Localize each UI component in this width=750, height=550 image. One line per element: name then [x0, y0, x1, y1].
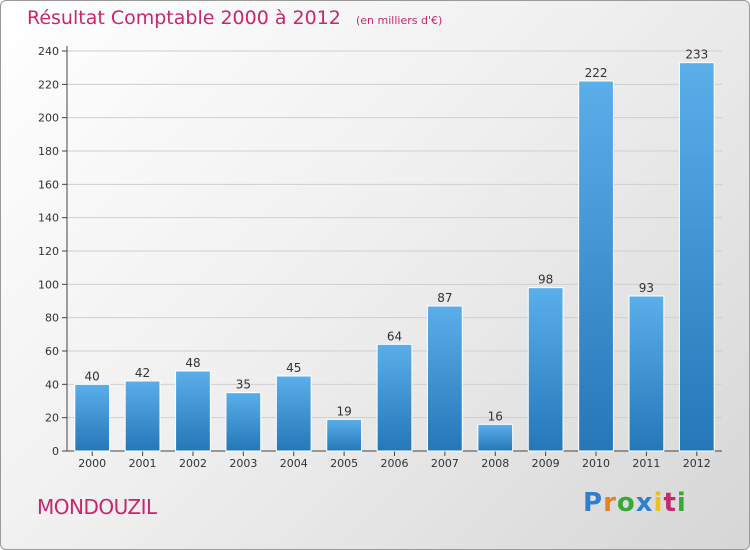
x-tick-label: 2004 [280, 457, 308, 470]
y-tick-label: 100 [38, 278, 59, 291]
bar [275, 375, 312, 452]
y-tick-label: 220 [38, 78, 59, 91]
data-label: 87 [437, 291, 452, 305]
chart-title: Résultat Comptable 2000 à 2012 (en milli… [27, 7, 442, 29]
y-tick-label: 80 [45, 312, 59, 325]
x-tick-label: 2005 [330, 457, 358, 470]
x-tick-label: 2008 [481, 457, 509, 470]
data-label: 45 [286, 361, 301, 375]
y-tick-label: 0 [52, 445, 59, 458]
data-label: 42 [135, 366, 150, 380]
y-tick-label: 160 [38, 178, 59, 191]
x-tick-label: 2011 [632, 457, 660, 470]
logo-letter: P [583, 488, 604, 518]
x-tick-label: 2000 [78, 457, 106, 470]
commune-name: MONDOUZIL [37, 495, 157, 519]
data-label: 19 [336, 404, 351, 418]
data-label: 35 [236, 378, 251, 392]
data-label: 64 [387, 329, 402, 343]
y-tick-label: 180 [38, 145, 59, 158]
y-tick-label: 120 [38, 245, 59, 258]
data-label: 48 [185, 356, 200, 370]
unit-note: (en milliers d'€) [355, 14, 443, 27]
bar [477, 423, 514, 452]
bar [527, 287, 564, 452]
x-tick-label: 2010 [582, 457, 610, 470]
y-tick-label: 20 [45, 412, 59, 425]
x-tick-label: 2009 [532, 457, 560, 470]
bar [427, 305, 463, 452]
logo-letter: i [676, 488, 687, 518]
data-label: 16 [488, 409, 503, 423]
y-tick-label: 200 [38, 112, 59, 125]
x-tick-label: 2001 [129, 457, 157, 470]
bar [628, 295, 665, 452]
x-tick-label: 2002 [179, 457, 207, 470]
y-tick-label: 40 [45, 378, 59, 391]
data-label: 222 [585, 66, 608, 80]
bar [326, 418, 362, 452]
bar [578, 80, 614, 452]
x-tick-label: 2006 [381, 457, 409, 470]
bar [124, 380, 161, 452]
bar [175, 370, 211, 452]
data-label: 233 [685, 48, 708, 62]
bar [74, 383, 111, 452]
y-tick-label: 240 [38, 45, 59, 58]
label-layer: 40 42 48 35 45 19 64 87 16 98 222 93 233 [85, 48, 709, 424]
logo-letter: x [635, 488, 654, 518]
proxiti-logo[interactable]: Proxiti [583, 488, 687, 518]
x-tick-label: 2007 [431, 457, 459, 470]
bar-layer [74, 62, 715, 452]
logo-letter: i [653, 488, 664, 518]
bar [376, 343, 413, 452]
bar [225, 392, 262, 452]
data-label: 93 [639, 281, 654, 295]
logo-letter: o [616, 488, 636, 518]
chart-title-text: Résultat Comptable 2000 à 2012 [27, 7, 341, 29]
y-tick-label: 60 [45, 345, 59, 358]
y-tick-label: 140 [38, 212, 59, 225]
bar [678, 62, 715, 452]
data-label: 40 [85, 369, 100, 383]
x-tick-label: 2003 [229, 457, 257, 470]
logo-letter: r [603, 488, 617, 518]
logo-letter: t [663, 488, 677, 518]
data-label: 98 [538, 273, 553, 287]
x-tick-label: 2012 [683, 457, 711, 470]
